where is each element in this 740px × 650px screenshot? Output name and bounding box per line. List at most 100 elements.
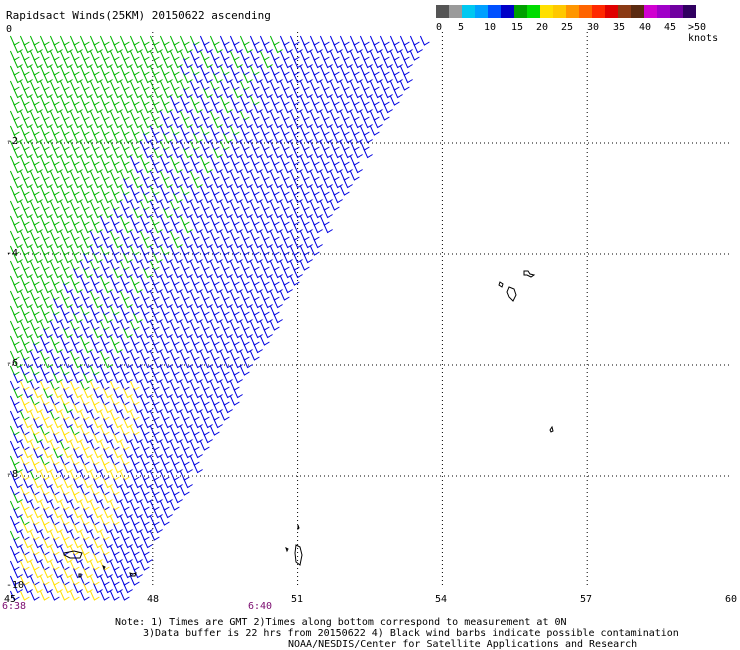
wind-barb — [43, 268, 53, 279]
wind-barb — [63, 238, 73, 249]
wind-barb — [123, 298, 133, 309]
wind-barb — [53, 253, 63, 264]
wind-barb — [123, 388, 133, 399]
wind-barb — [249, 35, 260, 46]
wind-barb — [93, 58, 103, 69]
wind-barb — [13, 283, 23, 294]
wind-barb — [123, 133, 133, 144]
wind-barb — [283, 88, 293, 99]
wind-barb — [123, 223, 133, 234]
wind-barb — [153, 313, 163, 324]
wind-barb — [33, 148, 43, 159]
wind-barb — [223, 358, 233, 369]
wind-barb — [93, 508, 103, 519]
wind-barb — [33, 523, 43, 534]
wind-barb — [403, 43, 413, 54]
wind-barb — [223, 208, 233, 219]
wind-barb — [313, 88, 323, 99]
wind-barb — [73, 73, 83, 84]
wind-barb — [23, 193, 33, 204]
wind-barb — [203, 253, 213, 264]
wind-barb — [63, 43, 73, 54]
wind-barb — [203, 133, 213, 144]
wind-barb — [223, 148, 233, 159]
wind-barb — [53, 448, 63, 459]
wind-barb — [183, 43, 193, 54]
wind-barb — [203, 418, 213, 429]
wind-barb — [43, 583, 53, 594]
wind-barb — [349, 35, 360, 46]
wind-barb — [289, 275, 300, 286]
island-outline — [294, 544, 303, 566]
wind-barb — [93, 148, 103, 159]
wind-barb — [263, 58, 273, 69]
wind-barb — [53, 73, 63, 84]
wind-barb — [373, 58, 383, 69]
wind-barb — [163, 298, 173, 309]
wind-barb — [303, 73, 313, 84]
wind-barb — [73, 118, 83, 129]
wind-barb — [113, 418, 123, 429]
wind-barb — [363, 148, 373, 159]
wind-barb — [93, 103, 103, 114]
wind-barb — [389, 95, 400, 106]
wind-barb — [243, 58, 253, 69]
wind-barb — [233, 178, 243, 189]
lon-label-54: 54 — [435, 594, 448, 605]
wind-barb — [133, 58, 143, 69]
wind-barb — [153, 433, 163, 444]
wind-barb — [343, 103, 353, 114]
wind-barb — [33, 403, 43, 414]
wind-barb — [83, 313, 93, 324]
wind-barb — [143, 88, 153, 99]
wind-barb — [253, 118, 263, 129]
wind-barb — [273, 133, 283, 144]
wind-barb — [83, 328, 93, 339]
wind-barb — [383, 58, 393, 69]
wind-barb — [393, 58, 403, 69]
wind-barb — [63, 118, 73, 129]
wind-barb — [23, 463, 33, 474]
wind-barb — [123, 433, 133, 444]
wind-barb — [103, 568, 113, 579]
wind-barb — [93, 433, 103, 444]
wind-barb — [163, 448, 173, 459]
wind-barb — [103, 178, 113, 189]
wind-barb — [83, 133, 93, 144]
wind-barb — [83, 448, 93, 459]
wind-barb — [333, 118, 343, 129]
wind-barb — [383, 73, 393, 84]
wind-barb — [213, 238, 223, 249]
wind-barb — [103, 373, 113, 384]
wind-barb — [213, 148, 223, 159]
wind-barb — [113, 133, 123, 144]
wind-barb — [63, 433, 73, 444]
wind-barb — [113, 268, 123, 279]
wind-barb — [233, 73, 243, 84]
lat-label-0: 0 — [6, 24, 13, 35]
wind-barb — [43, 523, 53, 534]
wind-barb — [43, 223, 53, 234]
wind-barb — [43, 358, 53, 369]
wind-barb — [23, 118, 33, 129]
wind-barb — [303, 193, 313, 204]
wind-barb — [213, 298, 223, 309]
wind-barb — [63, 103, 73, 114]
wind-barb — [53, 523, 63, 534]
wind-barb — [93, 403, 103, 414]
wind-barb — [33, 133, 43, 144]
wind-barb — [199, 35, 210, 46]
wind-barb — [103, 583, 113, 594]
wind-barb — [393, 88, 403, 99]
lon-label-48: 48 — [147, 594, 160, 605]
wind-barb — [153, 283, 163, 294]
wind-barb — [109, 35, 120, 46]
wind-barb — [99, 35, 110, 46]
wind-barb — [233, 343, 243, 354]
wind-barb — [23, 388, 33, 399]
wind-barb — [113, 373, 123, 384]
wind-barb — [203, 343, 213, 354]
wind-barb — [83, 193, 93, 204]
wind-barb — [103, 163, 113, 174]
wind-barb — [293, 178, 303, 189]
